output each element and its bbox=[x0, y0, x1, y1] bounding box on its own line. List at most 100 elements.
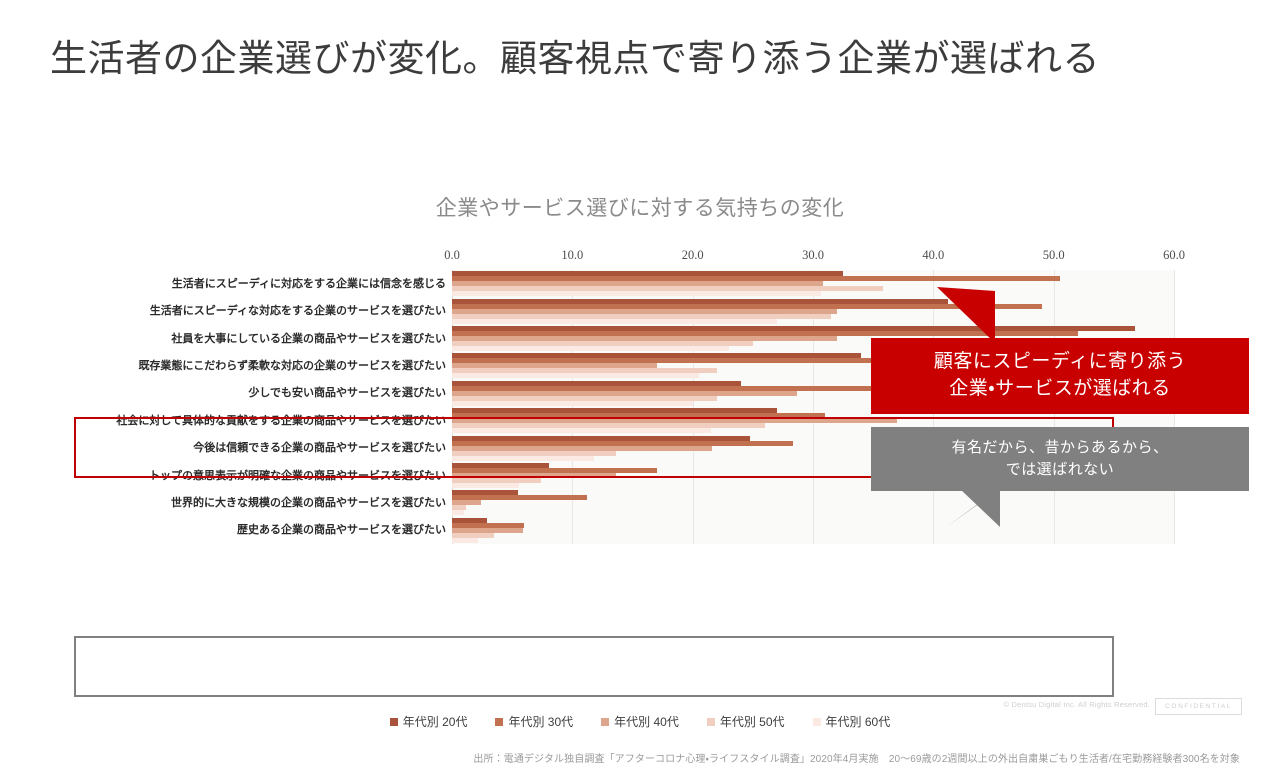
bar bbox=[452, 331, 1078, 336]
bar bbox=[452, 537, 479, 543]
bar bbox=[452, 455, 594, 461]
bar bbox=[452, 495, 587, 501]
source-note: 出所：電通デジタル独自調査「アフターコロナ心理・ライフスタイル調査」2020年4… bbox=[473, 754, 1240, 765]
category-label: 社会に対して具体的な貢献をする企業の商品やサービスを選びたい bbox=[116, 414, 446, 427]
bar-group bbox=[452, 326, 1174, 351]
bar bbox=[452, 385, 1148, 391]
x-axis-tick-label: 60.0 bbox=[1163, 248, 1185, 262]
legend-swatch-icon bbox=[812, 717, 821, 726]
bar bbox=[452, 341, 753, 346]
legend-swatch-icon bbox=[706, 717, 715, 726]
bar bbox=[452, 318, 777, 324]
bar-group bbox=[452, 380, 1174, 406]
x-axis-tick-label: 10.0 bbox=[561, 248, 584, 262]
bar bbox=[452, 308, 838, 314]
bar bbox=[452, 445, 712, 451]
legend-swatch-icon bbox=[389, 717, 398, 726]
category-label: 生活者にスピーディに対応をする企業には信念を感じる bbox=[171, 277, 446, 290]
x-axis-tick-label: 20.0 bbox=[681, 248, 704, 262]
bar-group bbox=[452, 353, 1174, 379]
bar bbox=[452, 281, 823, 287]
page-title: 生活者の企業選びが変化。顧客視点で寄り添う企業が選ばれる bbox=[50, 38, 1100, 79]
bar bbox=[452, 298, 948, 304]
bar bbox=[452, 303, 1042, 309]
bar bbox=[452, 380, 741, 386]
x-axis-tick-label: 50.0 bbox=[1042, 248, 1065, 262]
callout-red-pointer bbox=[937, 287, 995, 343]
bar bbox=[452, 368, 717, 374]
bar bbox=[452, 473, 616, 478]
bar bbox=[452, 517, 487, 523]
bar bbox=[452, 490, 519, 496]
slide-footer: © Dentsu Digital Inc. All Rights Reserve… bbox=[0, 698, 1280, 716]
x-axis-tick-label: 30.0 bbox=[802, 248, 824, 262]
confidential-badge: CONFIDENTIAL bbox=[1155, 698, 1242, 715]
category-label: 社員を大事にしている企業の商品やサービスを選びたい bbox=[171, 332, 446, 345]
category-label: 生活者にスピーディな対応をする企業のサービスを選びたい bbox=[149, 305, 446, 318]
bar-group bbox=[452, 435, 1174, 461]
bar-group bbox=[452, 517, 1174, 543]
bar bbox=[452, 478, 542, 483]
bar bbox=[452, 505, 467, 511]
bar bbox=[452, 522, 525, 528]
category-label: 今後は信頼できる企業の商品やサービスを選びたい bbox=[193, 442, 446, 455]
gridline bbox=[572, 270, 574, 544]
bar bbox=[452, 532, 495, 538]
bar bbox=[452, 373, 699, 379]
bar bbox=[452, 408, 777, 414]
bar bbox=[452, 483, 520, 488]
legend-swatch-icon bbox=[495, 717, 504, 726]
category-label: 世界的に大きな規模の企業の商品やサービスを選びたい bbox=[171, 496, 446, 509]
bar bbox=[452, 358, 1148, 364]
gridline bbox=[813, 270, 814, 544]
bar-group bbox=[452, 490, 1174, 516]
bar bbox=[452, 363, 657, 369]
bar-group bbox=[452, 298, 1174, 324]
bar bbox=[452, 326, 1136, 331]
bar bbox=[452, 418, 898, 424]
bar bbox=[452, 313, 832, 319]
bar-group bbox=[452, 271, 1174, 297]
y-axis-category-labels: 生活者にスピーディに対応をする企業には信念を感じる生活者にスピーディな対応をする… bbox=[60, 270, 446, 544]
callout-red: 顧客にスピーディに寄り添う 企業・サービスが選ばれる bbox=[871, 338, 1249, 414]
legend-swatch-icon bbox=[601, 717, 610, 726]
bar bbox=[452, 423, 765, 429]
callout-gray-line2: では選ばれない bbox=[1005, 461, 1115, 478]
bar bbox=[452, 390, 798, 396]
bar bbox=[452, 527, 523, 533]
gridline bbox=[692, 270, 694, 544]
bar bbox=[452, 450, 616, 456]
bar bbox=[452, 510, 465, 516]
category-label: 少しでも安い商品やサービスを選びたい bbox=[248, 387, 446, 400]
highlight-box-bottom bbox=[74, 636, 1114, 697]
gridline bbox=[452, 270, 453, 544]
bar bbox=[452, 336, 838, 341]
bar bbox=[452, 413, 826, 419]
callout-gray-line1: 有名だから、昔からあるから、 bbox=[951, 439, 1169, 457]
x-axis-tick-label: 0.0 bbox=[444, 248, 460, 262]
category-label: 歴史ある企業の商品やサービスを選びたい bbox=[237, 524, 446, 537]
bar bbox=[452, 440, 793, 446]
bar bbox=[452, 291, 822, 297]
bar bbox=[452, 353, 862, 359]
chart-title: 企業やサービス選びに対する気持ちの変化 bbox=[435, 197, 845, 220]
slide-root: 生活者の企業選びが変化。顧客視点で寄り添う企業が選ばれる 企業やサービス選びに対… bbox=[0, 38, 1280, 765]
bar bbox=[452, 435, 751, 441]
bar bbox=[452, 428, 711, 434]
copyright-text: © Dentsu Digital Inc. All Rights Reserve… bbox=[1003, 700, 1150, 709]
callout-red-line2: 企業・サービスが選ばれる bbox=[949, 378, 1171, 399]
bar bbox=[452, 286, 883, 292]
x-axis-ticks: 0.0 10.0 20.0 30.0 40.0 50.0 60.0 bbox=[0, 248, 1280, 266]
callout-gray: 有名だから、昔からあるから、 では選ばれない bbox=[871, 427, 1249, 491]
category-label: 既存業態にこだわらず柔軟な対応の企業のサービスを選びたい bbox=[138, 359, 446, 372]
x-axis-tick-label: 40.0 bbox=[922, 248, 945, 262]
bar bbox=[452, 400, 693, 406]
bar bbox=[452, 346, 729, 351]
bar bbox=[452, 500, 481, 506]
bar bbox=[452, 468, 657, 473]
callout-gray-pointer bbox=[946, 489, 1000, 527]
bar-group bbox=[452, 408, 1174, 434]
bar bbox=[452, 395, 717, 401]
bar-group bbox=[452, 463, 1174, 488]
bar bbox=[452, 271, 844, 277]
